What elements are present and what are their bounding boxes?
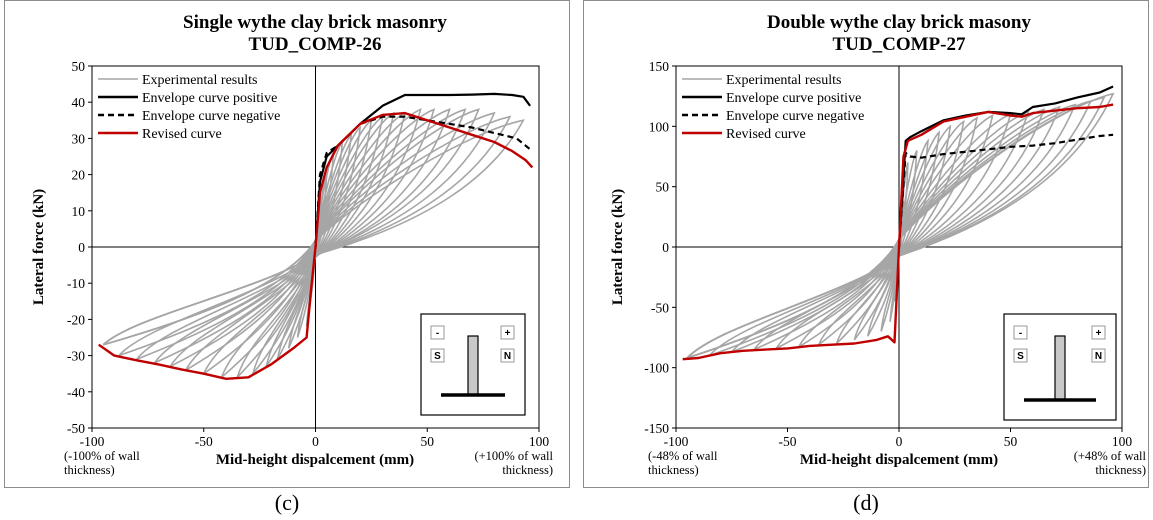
x-tick-label: 100 [529, 434, 550, 449]
inset-north-box [1091, 348, 1106, 363]
inset-north-label: N [504, 351, 511, 362]
experimental-loop [775, 114, 994, 350]
experimental-loop [708, 108, 1046, 357]
chart-subtitle: TUD_COMP-27 [833, 34, 966, 55]
y-tick-label: -10 [67, 276, 85, 291]
y-axis-label: Lateral force (kN) [31, 189, 47, 305]
chart-title: Double wythe clay brick masony [767, 12, 1031, 33]
experimental-loop [265, 132, 353, 367]
x-note-left-1: (-100% of wall [64, 449, 140, 463]
inset-wall [467, 335, 479, 396]
chart-svg-d: Double wythe clay brick masonyTUD_COMP-2… [610, 12, 1147, 477]
inset-diagram: - + S N [420, 313, 526, 416]
legend-label-3: Revised curve [142, 127, 222, 142]
x-note-left-2: thickness) [648, 463, 699, 477]
y-tick-label: -20 [67, 312, 85, 327]
inset-north-box [500, 348, 515, 363]
x-tick-label: 0 [312, 434, 319, 449]
series-line-1 [314, 115, 531, 248]
inset-south-label: S [1017, 351, 1024, 362]
y-tick-label: 0 [662, 240, 669, 255]
y-tick-label: 0 [78, 240, 85, 255]
experimental-loop [169, 108, 422, 368]
inset-plus-box [500, 325, 515, 340]
y-tick-label: -30 [67, 349, 85, 364]
inset-south-box [430, 348, 445, 363]
chart-title: Single wythe clay brick masonry [183, 12, 447, 33]
inset-plus-box [1091, 325, 1106, 340]
y-tick-label: 10 [72, 204, 86, 219]
x-note-right-1: (+48% of wall [1074, 449, 1147, 463]
y-tick-label: -150 [644, 421, 669, 436]
y-tick-label: 150 [649, 59, 670, 74]
experimental-loop [686, 92, 1115, 359]
y-tick-label: 20 [72, 168, 86, 183]
series-line-2 [98, 111, 534, 380]
y-tick-label: 50 [72, 59, 86, 74]
x-axis-label: Mid-height dispalcement (mm) [216, 452, 414, 468]
x-tick-label: 0 [896, 434, 903, 449]
legend-label-0: Experimental results [726, 73, 841, 88]
y-tick-label: -50 [651, 300, 669, 315]
experimental-loop [102, 115, 512, 346]
x-note-right-2: thickness) [502, 463, 553, 477]
y-tick-label: -100 [644, 361, 669, 376]
legend-label-0: Experimental results [142, 73, 257, 88]
x-tick-label: -100 [664, 434, 689, 449]
legend: Experimental results Envelope curve posit… [98, 73, 280, 142]
x-tick-label: -100 [80, 434, 105, 449]
y-tick-label: 50 [656, 180, 670, 195]
legend-label-2: Envelope curve negative [726, 109, 864, 124]
legend-label-1: Envelope curve positive [726, 91, 861, 106]
y-tick-label: -40 [67, 385, 85, 400]
legend-label-1: Envelope curve positive [142, 91, 277, 106]
experimental-loop [880, 150, 918, 332]
legend-label-3: Revised curve [726, 127, 806, 142]
series-line-0 [314, 92, 531, 248]
inset-south-label: S [434, 351, 441, 362]
x-note-left-1: (-48% of wall [648, 449, 718, 463]
legend: Experimental results Envelope curve posit… [682, 73, 864, 142]
caption-c: (c) [274, 490, 300, 515]
experimental-loop [853, 130, 941, 341]
inset-south-box [1013, 348, 1028, 363]
inset-plus-label: + [1096, 328, 1102, 339]
inset-diagram: - + S N [1003, 313, 1117, 421]
chart-panel-c: Single wythe clay brick masonry TUD_COMP-… [4, 0, 570, 488]
x-tick-label: 50 [1004, 434, 1018, 449]
inset-minus-box [430, 325, 445, 340]
inset-wall [1054, 335, 1066, 401]
inset-plus-label: + [505, 328, 511, 339]
chart-panel-d: Double wythe clay brick masony TUD_COMP-2… [583, 0, 1149, 488]
experimental-results-group [686, 92, 1115, 359]
legend-label-2: Envelope curve negative [142, 109, 280, 124]
experimental-loop [153, 108, 436, 364]
caption-d: (d) [853, 490, 879, 515]
inset-north-label: N [1095, 351, 1102, 362]
chart-subtitle: TUD_COMP-26 [249, 34, 382, 55]
y-tick-label: 30 [72, 131, 86, 146]
experimental-loop [731, 110, 1030, 353]
inset-minus-label: - [436, 328, 439, 339]
x-note-right-2: thickness) [1095, 463, 1146, 477]
y-tick-label: 40 [72, 95, 86, 110]
experimental-loop [866, 138, 930, 337]
x-note-left-2: thickness) [64, 463, 115, 477]
x-note-right-1: (+100% of wall [474, 449, 553, 463]
x-axis-label: Mid-height dispalcement (mm) [800, 452, 998, 468]
y-tick-label: -50 [67, 421, 85, 436]
y-tick-label: 100 [649, 119, 670, 134]
experimental-loop [136, 108, 451, 360]
x-tick-label: 100 [1112, 434, 1133, 449]
inset-minus-label: - [1019, 328, 1022, 339]
y-axis-label: Lateral force (kN) [610, 189, 626, 305]
x-tick-label: -50 [779, 434, 797, 449]
experimental-loop [102, 119, 525, 346]
inset-minus-box [1013, 325, 1028, 340]
chart-svg-c: Single wythe clay brick masonryTUD_COMP-… [31, 12, 554, 477]
series-line-1 [897, 133, 1114, 248]
series-line-2 [682, 103, 1114, 361]
x-tick-label: 50 [421, 434, 435, 449]
x-tick-label: -50 [195, 434, 213, 449]
